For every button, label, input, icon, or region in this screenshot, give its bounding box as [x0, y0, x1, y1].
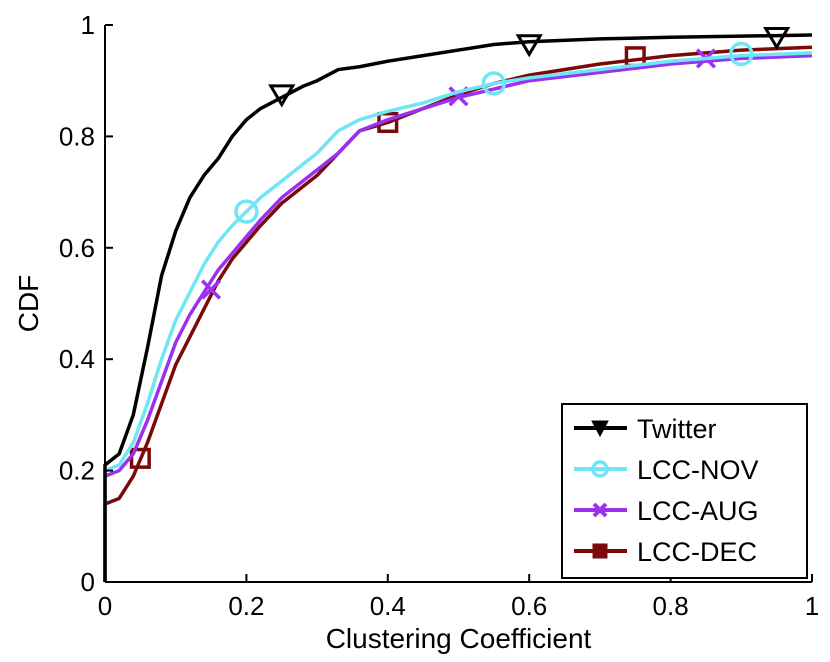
x-tick-label-5: 1 [805, 591, 819, 621]
y-tick-label-1: 0.2 [59, 456, 95, 486]
y-tick-label-4: 0.8 [59, 121, 95, 151]
series-marker-twitter-3 [763, 26, 791, 51]
series-marker-lcc-nov-2 [481, 71, 507, 96]
series-twitter [103, 26, 813, 582]
legend-marker-lcc-nov [591, 460, 609, 478]
x-axis-label: Clustering Coefficient [326, 623, 592, 654]
series-marker-lcc-aug-1 [201, 279, 222, 300]
y-tick-label-3: 0.6 [59, 233, 95, 263]
y-tick-label-5: 1 [81, 10, 95, 40]
x-tick-label-3: 0.6 [511, 591, 547, 621]
x-tick-label-4: 0.8 [653, 591, 689, 621]
x-tick-label-0: 0 [98, 591, 112, 621]
series-marker-lcc-nov-3 [729, 41, 754, 67]
series-line-lcc-nov [103, 51, 813, 582]
series-marker-lcc-nov-1 [234, 199, 259, 224]
series-layer [103, 26, 813, 582]
series-lcc-nov [103, 41, 813, 582]
legend-label-lcc-dec: LCC-DEC [637, 537, 757, 567]
series-marker-twitter-1 [268, 84, 296, 108]
y-tick-label-2: 0.4 [59, 344, 95, 374]
legend-label-lcc-aug: LCC-AUG [637, 496, 759, 526]
legend-label-twitter: Twitter [637, 414, 717, 444]
series-line-lcc-aug [103, 53, 813, 582]
legend: Twitter LCC-NOV LCC-AUG LCC-DEC [561, 403, 808, 579]
y-tick-label-0: 0 [81, 567, 95, 597]
series-line-lcc-dec [103, 45, 813, 582]
legend-marker-lcc-dec [592, 543, 608, 559]
series-marker-twitter-2 [515, 34, 543, 58]
series-marker-lcc-aug-1-stroke-b [201, 279, 222, 300]
legend-marker-lcc-aug [592, 502, 608, 518]
y-axis-label: CDF [13, 275, 44, 333]
legend-marker-lcc-aug-stroke-b [592, 502, 608, 518]
axes-layer: 0 0.2 0.4 0.6 0.8 1 0 0.2 0.4 0.6 0.8 1 [59, 10, 819, 621]
legend-marker-twitter [591, 420, 609, 438]
x-tick-label-1: 0.2 [228, 591, 264, 621]
series-line-twitter [103, 33, 813, 582]
x-tick-label-2: 0.4 [370, 591, 406, 621]
legend-label-lcc-nov: LCC-NOV [637, 455, 759, 485]
